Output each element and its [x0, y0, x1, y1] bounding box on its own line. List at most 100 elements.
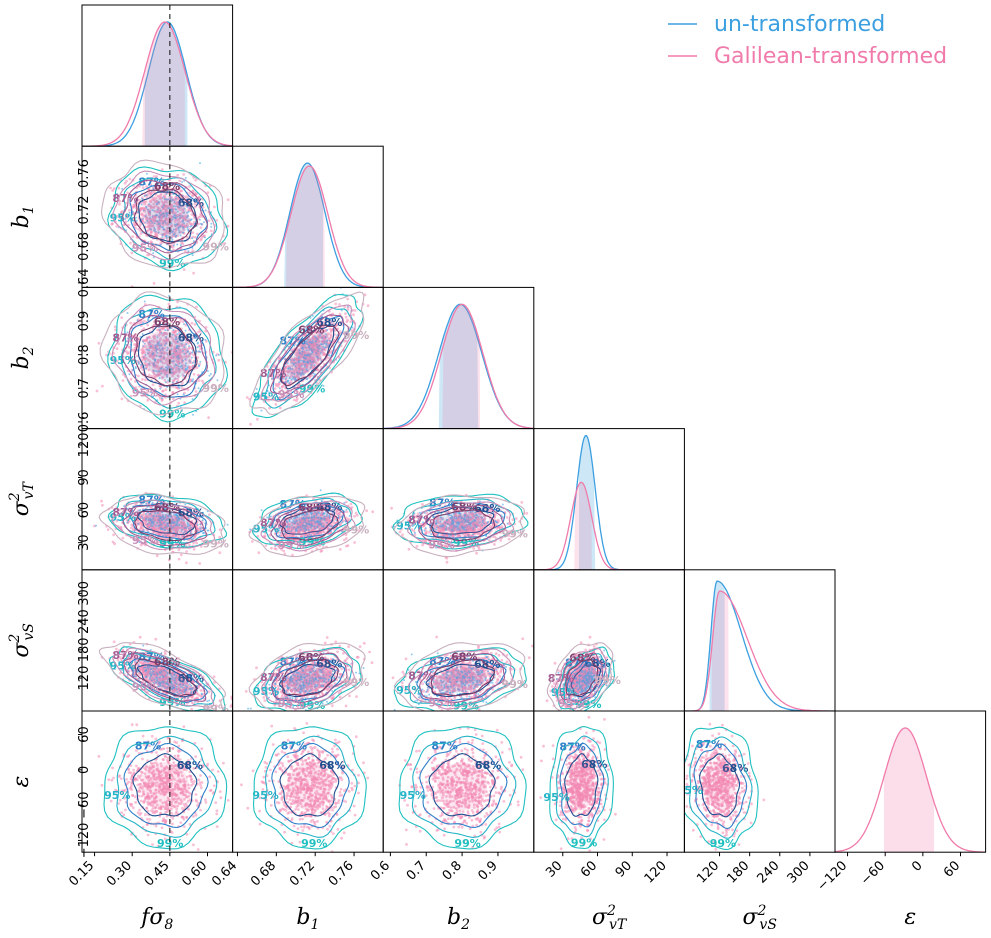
- sample-point: [144, 215, 147, 218]
- sample-point: [135, 354, 139, 358]
- sample-point: [182, 359, 184, 362]
- sample-point: [158, 219, 161, 221]
- contour-99%: [99, 291, 225, 416]
- sample-point: [415, 545, 419, 548]
- y-tick-label: 90: [77, 469, 92, 486]
- sample-point: [140, 388, 143, 391]
- sample-point: [176, 210, 179, 213]
- sample-point: [168, 207, 171, 210]
- sample-point: [160, 344, 163, 347]
- sample-point: [181, 347, 185, 351]
- sample-point: [183, 352, 186, 355]
- sample-point: [264, 544, 268, 547]
- sample-point: [163, 204, 166, 207]
- sample-point: [140, 212, 143, 216]
- sample-point: [178, 362, 181, 365]
- sample-point: [148, 227, 151, 230]
- sample-point: [154, 366, 158, 369]
- sample-point: [170, 237, 173, 239]
- sample-point: [365, 509, 368, 513]
- sample-point: [166, 353, 169, 356]
- sample-point: [151, 224, 155, 228]
- sample-point: [162, 222, 165, 225]
- sample-point: [181, 242, 185, 246]
- sample-point: [155, 213, 158, 216]
- sample-point: [166, 230, 170, 234]
- sample-point: [149, 222, 152, 226]
- sample-point: [199, 162, 201, 165]
- sample-point: [155, 374, 159, 377]
- sample-point: [135, 249, 138, 252]
- sample-point: [170, 320, 174, 324]
- sample-point: [143, 194, 146, 197]
- sample-point: [296, 350, 299, 353]
- sample-point: [182, 220, 184, 223]
- sample-point: [279, 406, 282, 410]
- sample-point: [190, 356, 193, 359]
- sample-point: [129, 377, 133, 381]
- sample-point: [173, 214, 176, 216]
- sample-point: [115, 225, 119, 228]
- sample-point: [191, 249, 195, 253]
- sample-point: [141, 186, 145, 190]
- sample-point: [204, 209, 207, 212]
- sample-point: [312, 348, 315, 351]
- sample-point: [154, 346, 157, 349]
- sample-point: [190, 321, 194, 325]
- sample-point: [143, 364, 146, 367]
- y-tick-label: 120: [77, 432, 92, 457]
- sample-point: [166, 346, 169, 349]
- sample-point: [168, 223, 171, 226]
- sample-point: [124, 220, 128, 224]
- sample-point: [161, 207, 165, 211]
- sample-point: [164, 381, 167, 384]
- sample-point: [125, 213, 129, 216]
- sample-point: [157, 223, 160, 226]
- sample-point: [142, 327, 146, 331]
- sample-point: [124, 355, 127, 359]
- sample-point: [180, 364, 183, 367]
- sample-point: [120, 210, 124, 213]
- sample-point: [322, 320, 326, 324]
- sample-point: [334, 302, 338, 306]
- sample-point: [173, 365, 176, 368]
- sample-point: [165, 374, 168, 376]
- sample-point: [353, 309, 357, 312]
- sample-point: [148, 343, 151, 346]
- sample-point: [147, 373, 151, 377]
- sample-point: [176, 201, 180, 205]
- contour-99%: [100, 159, 225, 269]
- sample-point: [182, 355, 186, 358]
- sample-point: [164, 208, 167, 212]
- sample-point: [147, 317, 150, 320]
- sample-point: [186, 211, 188, 214]
- sample-point: [174, 235, 177, 238]
- sample-point: [172, 360, 175, 363]
- sample-point: [179, 223, 183, 226]
- sample-point: [170, 327, 173, 330]
- sample-point: [139, 222, 143, 226]
- sample-point: [144, 354, 147, 356]
- sample-point: [114, 328, 117, 332]
- sample-point: [144, 183, 146, 186]
- sample-point: [164, 221, 167, 224]
- contour-label: 99%: [343, 329, 369, 342]
- sample-point: [180, 357, 184, 361]
- sample-point: [197, 379, 201, 382]
- sample-point: [116, 192, 118, 195]
- sample-point: [164, 361, 168, 365]
- sample-point: [151, 209, 154, 212]
- sample-point: [140, 515, 143, 518]
- sample-point: [152, 352, 155, 355]
- sample-point: [207, 219, 211, 223]
- sample-point: [163, 331, 166, 335]
- sample-point: [167, 302, 171, 306]
- panel-content: [232, 162, 384, 288]
- sample-point: [295, 357, 299, 361]
- sample-point: [140, 363, 142, 366]
- sample-point: [113, 542, 116, 546]
- sample-point: [189, 360, 192, 363]
- sample-point: [165, 198, 168, 201]
- sample-point: [128, 356, 131, 359]
- sample-point: [192, 240, 195, 243]
